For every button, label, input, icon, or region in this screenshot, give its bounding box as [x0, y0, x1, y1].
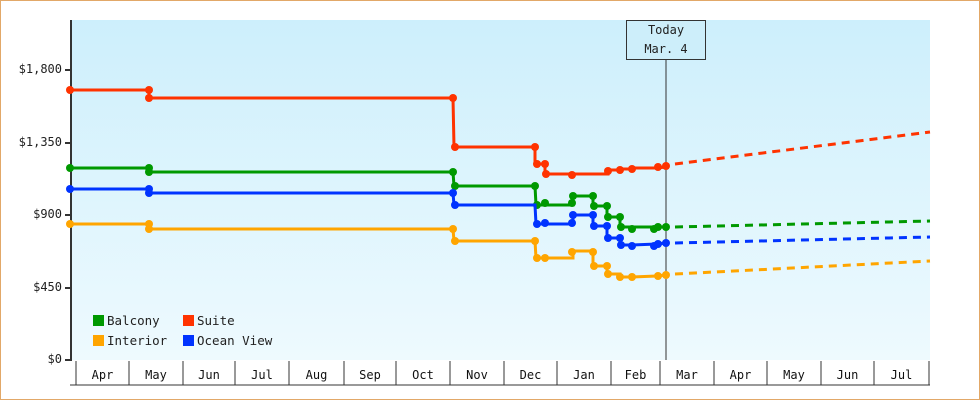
legend-item-balcony: Balcony	[93, 313, 160, 328]
x-tick-label: Sep	[359, 368, 381, 382]
legend-item-suite: Suite	[183, 313, 235, 328]
legend-label: Interior	[107, 333, 168, 348]
legend-label: Suite	[197, 313, 235, 328]
today-label: Today	[647, 23, 685, 37]
x-tick-label: May	[783, 368, 805, 382]
series-suite	[66, 86, 931, 179]
legend-item-interior: Interior	[93, 333, 167, 348]
series-ocean-view	[66, 185, 931, 250]
legend-item-ocean-view: Ocean View	[183, 333, 272, 348]
legend-label: Balcony	[107, 313, 160, 328]
balcony-swatch-icon	[93, 315, 104, 326]
suite-swatch-icon	[183, 315, 194, 326]
x-tick-label: Jan	[573, 368, 595, 382]
y-tick-label: $1,800	[18, 62, 62, 76]
x-tick-label: Jun	[198, 368, 220, 382]
y-tick-label: $1,350	[18, 135, 62, 149]
y-tick-label: $900	[33, 207, 62, 221]
series-interior	[66, 220, 931, 281]
x-tick-label: Nov	[466, 368, 488, 382]
interior-swatch-icon	[93, 335, 104, 346]
x-tick-label: Jun	[836, 368, 859, 382]
x-tick-label: Apr	[729, 368, 752, 382]
ocean-view-swatch-icon	[183, 335, 194, 346]
series-balcony	[66, 164, 931, 233]
x-tick-label: Jul	[251, 368, 273, 382]
x-tick-label: Apr	[91, 368, 114, 382]
y-tick-label: $0	[47, 352, 62, 366]
x-tick-label: Oct	[412, 368, 434, 382]
today-date: Mar. 4	[644, 42, 688, 56]
today-marker: Today Mar. 4	[626, 20, 706, 60]
y-tick-label: $450	[33, 280, 62, 294]
x-tick-label: Aug	[305, 368, 328, 382]
x-tick-label: Dec	[519, 368, 542, 382]
x-tick-label: Mar	[676, 368, 698, 382]
x-tick-label: May	[145, 368, 167, 382]
legend-label: Ocean View	[197, 333, 273, 348]
x-tick-label: Feb	[624, 368, 647, 382]
x-tick-label: Jul	[890, 368, 913, 382]
plot-area	[71, 20, 930, 360]
